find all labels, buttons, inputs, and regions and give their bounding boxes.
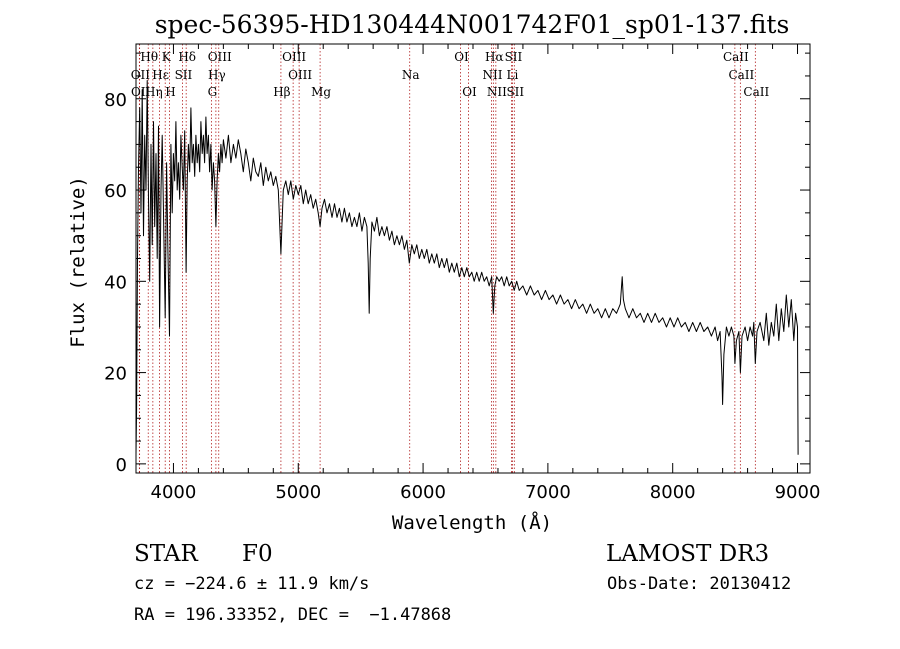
line-marker-label: Hθ: [140, 50, 158, 64]
x-tick-label: 9000: [775, 482, 821, 503]
x-tick-label: 4000: [151, 482, 197, 503]
y-tick-label: 60: [104, 181, 127, 202]
object-class: STAR: [134, 541, 198, 567]
line-marker-label: NII: [482, 68, 502, 82]
x-tick-label: 6000: [400, 482, 446, 503]
line-marker-label: Hδ: [178, 50, 196, 64]
line-marker-label: CaII: [743, 85, 769, 99]
line-marker-label: OIII: [208, 50, 232, 64]
y-tick-label: 0: [116, 455, 127, 476]
line-marker-label: H: [165, 85, 175, 99]
y-tick-label: 20: [104, 364, 127, 385]
axis-tick-labels: 4000 5000 6000 7000 8000 9000 0 20 40 60 80: [104, 90, 820, 503]
object-subclass: F0: [242, 541, 273, 567]
survey-name: LAMOST DR3: [606, 541, 769, 567]
line-marker-label: Mg: [311, 85, 331, 99]
x-tick-label: 5000: [275, 482, 321, 503]
line-marker-label: OIII: [288, 68, 312, 82]
line-marker-label: Hα: [485, 50, 504, 64]
line-marker-label: SII: [175, 68, 193, 82]
line-marker-label: Hη: [145, 85, 163, 99]
line-marker-label: Li: [507, 68, 519, 82]
line-marker-label: SII: [505, 50, 523, 64]
observation-date: Obs-Date: 20130412: [607, 574, 791, 594]
plot-frame: [135, 43, 811, 474]
line-marker-label: G: [208, 85, 218, 99]
x-tick-label: 7000: [525, 482, 571, 503]
line-marker-label: SII: [506, 85, 524, 99]
x-tick-label: 8000: [650, 482, 696, 503]
line-marker-label: CaII: [723, 50, 749, 64]
line-marker-label: OII: [131, 68, 151, 82]
line-marker-label: Hβ: [273, 85, 290, 99]
line-marker-label: NII: [487, 85, 507, 99]
line-marker-label: CaII: [728, 68, 754, 82]
chart-title: spec-56395-HD130444N001742F01_sp01-137.f…: [155, 10, 790, 39]
line-marker-label: K: [162, 50, 172, 64]
line-marker-label: OI: [454, 50, 469, 64]
y-tick-label: 80: [104, 90, 127, 111]
series-layer: [135, 80, 799, 455]
line-marker-label: Na: [402, 68, 420, 82]
x-axis-label: Wavelength (Å): [392, 511, 552, 534]
line-markers: [138, 44, 756, 473]
redshift-velocity: cz = −224.6 ± 11.9 km/s: [134, 574, 369, 594]
line-marker-label: OIII: [282, 50, 306, 64]
line-marker-label: Hγ: [208, 68, 226, 82]
line-marker-label: Hε: [152, 68, 169, 82]
y-tick-label: 40: [104, 272, 127, 293]
y-axis-label: Flux (relative): [67, 176, 89, 348]
coordinates: RA = 196.33352, DEC = −1.47868: [134, 605, 451, 625]
line-marker-label: OI: [462, 85, 477, 99]
axis-ticks: [136, 44, 810, 473]
spectrum-line: [135, 80, 799, 455]
